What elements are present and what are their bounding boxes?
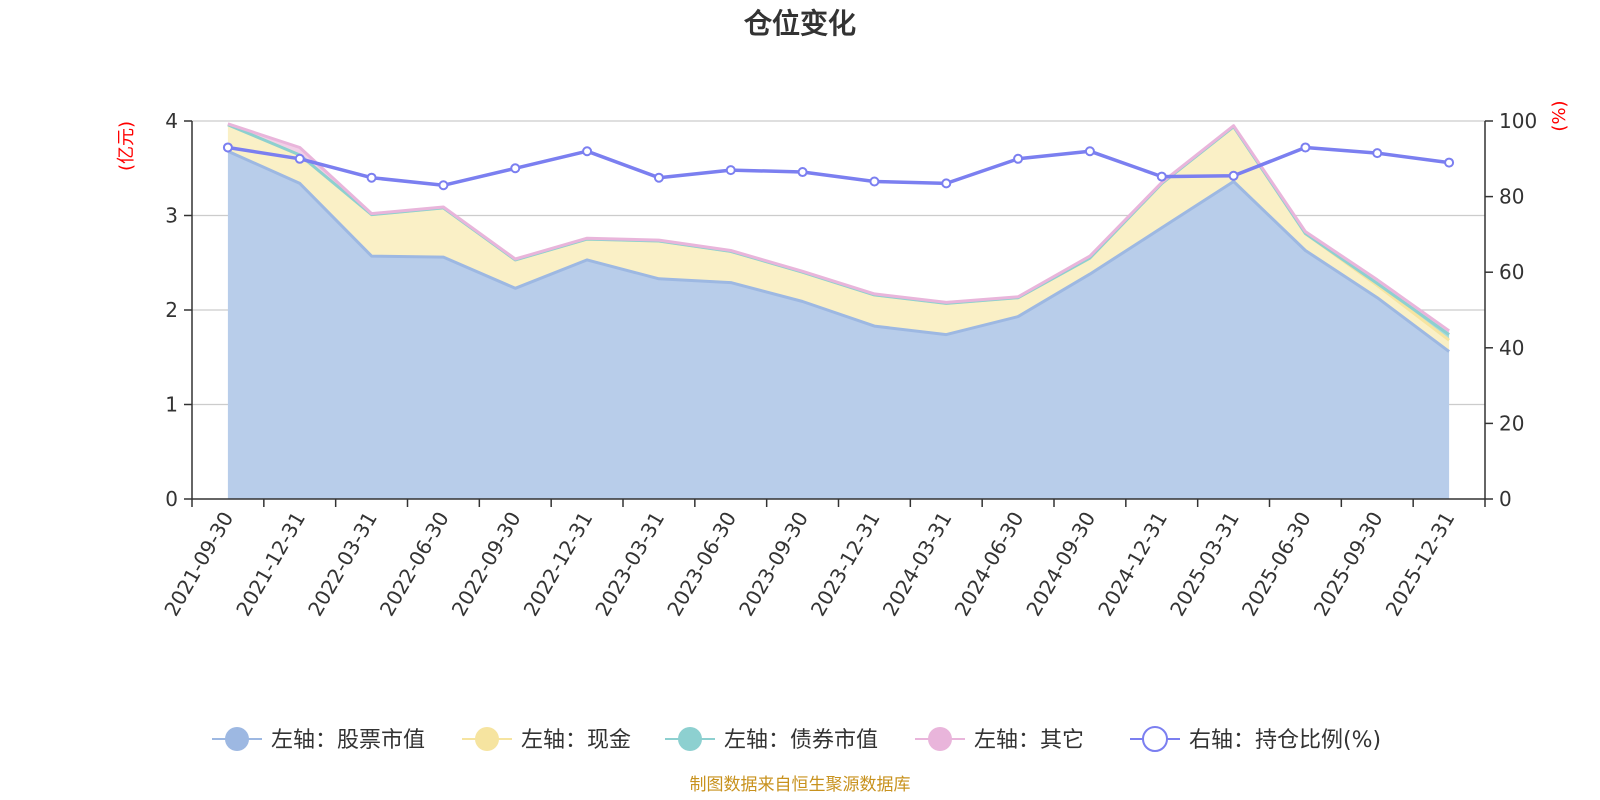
x-axis-tick-label: 2023-06-30 — [662, 508, 741, 621]
area-edge-左轴：股票市值 — [227, 149, 1451, 353]
ratio-point — [294, 153, 305, 164]
legend-label: 左轴：债券市值 — [724, 728, 878, 753]
x-axis-tick-label: 2025-03-31 — [1165, 508, 1244, 621]
left-axis-tick-label: 3 — [165, 204, 178, 228]
right-axis-tick-label: 20 — [1499, 411, 1524, 435]
x-axis-tick-label: 2022-09-30 — [447, 508, 526, 621]
ratio-point — [725, 165, 736, 176]
ratio-point — [653, 172, 664, 183]
x-axis-tick-label: 2021-12-31 — [231, 508, 310, 621]
legend-label: 左轴：其它 — [974, 728, 1084, 753]
ratio-point — [1372, 148, 1383, 159]
legend-marker — [475, 727, 499, 751]
legend-marker — [678, 727, 702, 751]
ratio-point — [1444, 157, 1455, 168]
left-axis-tick-label: 2 — [165, 298, 178, 322]
chart-title: 仓位变化 — [744, 7, 856, 40]
legend: 左轴：股票市值 左轴：现金 左轴：债券市值 左轴：其它 右轴：持仓比例(%) — [212, 726, 1381, 753]
ratio-point — [1084, 146, 1095, 157]
legend-marker — [928, 727, 952, 751]
x-axis-tick-label: 2024-03-31 — [878, 508, 957, 621]
ratio-point — [582, 146, 593, 157]
x-axis-tick-label: 2021-09-30 — [159, 508, 238, 621]
x-axis-tick-label: 2025-06-30 — [1237, 508, 1316, 621]
ratio-line-layer — [222, 142, 1455, 191]
x-axis-tick-label: 2022-03-31 — [303, 508, 382, 621]
ratio-point — [510, 163, 521, 174]
x-axis-tick-label: 2025-12-31 — [1381, 508, 1460, 621]
ratio-point — [1300, 142, 1311, 153]
ratio-point — [1156, 171, 1167, 182]
ratio-point — [222, 142, 233, 153]
right-axis-tick-label: 100 — [1499, 109, 1537, 133]
x-axis-tick-label: 2022-12-31 — [519, 508, 598, 621]
right-axis-tick-label: 40 — [1499, 336, 1524, 360]
right-axis-tick-label: 0 — [1499, 487, 1512, 511]
legend-marker — [1142, 726, 1168, 752]
ratio-point — [1228, 170, 1239, 181]
area-edge-左轴：其它 — [227, 122, 1450, 333]
ratio-point — [941, 178, 952, 189]
left-axis-tick-label: 1 — [165, 393, 178, 417]
ratio-point — [1013, 153, 1024, 164]
x-axis-tick-label: 2023-09-30 — [734, 508, 813, 621]
x-axis-tick-label: 2023-12-31 — [806, 508, 885, 621]
legend-label: 右轴：持仓比例(%) — [1189, 728, 1381, 753]
ratio-line — [227, 145, 1450, 188]
right-axis-tick-label: 60 — [1499, 260, 1524, 284]
left-axis-unit: (亿元) — [116, 121, 137, 171]
left-axis-tick-label: 0 — [165, 487, 178, 511]
x-axis-tick-label: 2022-06-30 — [375, 507, 454, 620]
x-axis-tick-label: 2024-09-30 — [1021, 508, 1100, 621]
ratio-point — [438, 180, 449, 191]
legend-marker — [225, 727, 249, 751]
right-axis-unit: (%) — [1549, 100, 1570, 131]
area-左轴：股票市值 — [227, 151, 1450, 499]
legend-label: 左轴：现金 — [521, 728, 631, 753]
x-axis-tick-label: 2024-06-30 — [950, 508, 1029, 621]
area-左轴：现金 — [227, 124, 1450, 352]
ratio-point — [366, 172, 377, 183]
x-axis-tick-label: 2025-09-30 — [1309, 508, 1388, 621]
left-axis-tick-label: 4 — [165, 109, 178, 133]
right-axis-tick-label: 80 — [1499, 185, 1524, 209]
x-axis-tick-label: 2023-03-31 — [590, 508, 669, 621]
x-axis-tick-label: 2024-12-31 — [1093, 508, 1172, 621]
data-source-note: 制图数据来自恒生聚源数据库 — [690, 775, 911, 795]
legend-label: 左轴：股票市值 — [271, 728, 425, 753]
area-series-layer — [227, 122, 1451, 499]
ratio-point — [869, 176, 880, 187]
ratio-point — [797, 167, 808, 178]
